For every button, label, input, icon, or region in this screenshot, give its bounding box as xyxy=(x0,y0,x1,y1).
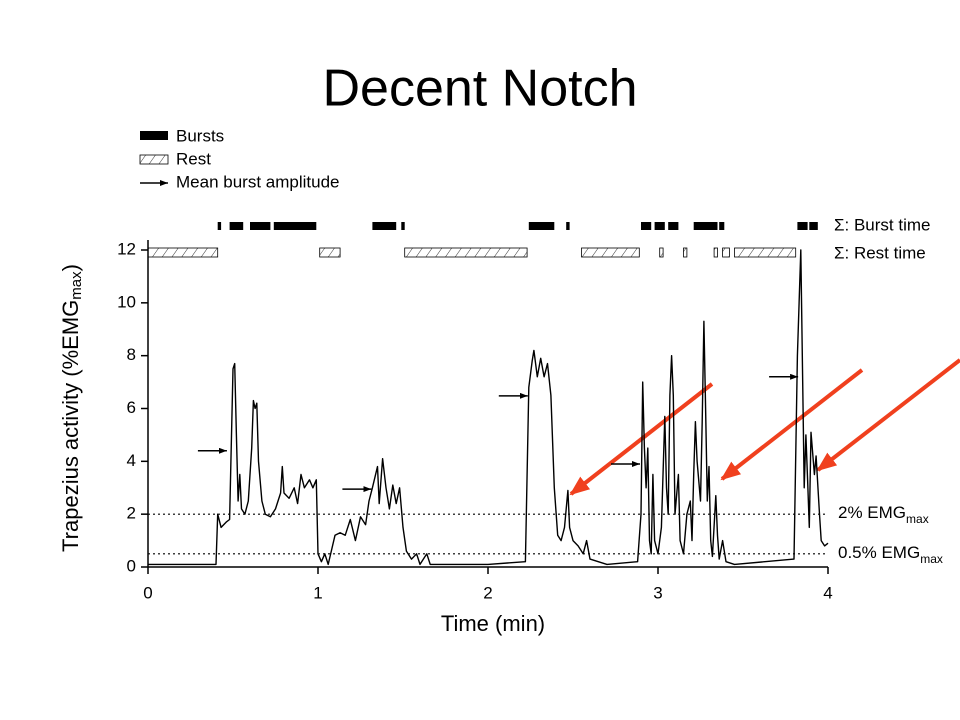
burst-bar xyxy=(273,222,317,230)
y-tick-label: 4 xyxy=(127,451,136,470)
burst-bar xyxy=(401,222,405,230)
burst-bar xyxy=(229,222,244,230)
rest-bar xyxy=(581,247,640,258)
emg-trace xyxy=(148,249,829,566)
rest-bar xyxy=(659,247,664,258)
annotation-arrow xyxy=(720,368,864,481)
y-tick-label: 10 xyxy=(117,292,136,311)
x-tick-label: 2 xyxy=(483,583,492,602)
rest-bar xyxy=(734,247,797,258)
y-label-end: ) xyxy=(58,264,83,271)
annotation-arrow xyxy=(816,358,960,472)
burst-bar xyxy=(566,222,570,230)
burst-bar xyxy=(372,222,397,230)
legend-label: Bursts xyxy=(176,126,224,145)
burst-bar xyxy=(641,222,652,230)
burst-bar xyxy=(654,222,665,230)
y-axis-label: Trapezius activity (%EMGmax) xyxy=(58,264,85,552)
threshold-sub: max xyxy=(906,512,929,526)
threshold-sub: max xyxy=(920,552,943,566)
threshold-text: 0.5% EMG xyxy=(838,543,920,562)
burst-bar xyxy=(250,222,271,230)
legend-swatch xyxy=(140,131,168,140)
burst-bar xyxy=(693,222,718,230)
x-tick-label: 0 xyxy=(143,583,152,602)
x-axis-label: Time (min) xyxy=(441,611,545,636)
x-tick-label: 4 xyxy=(823,583,832,602)
rest-label: Σ: Rest time xyxy=(834,243,926,262)
x-tick-label: 3 xyxy=(653,583,662,602)
burst-bar xyxy=(668,222,679,230)
x-tick-label: 1 xyxy=(313,583,322,602)
legend-label: Rest xyxy=(176,149,211,168)
y-tick-label: 8 xyxy=(127,345,136,364)
burst-bar xyxy=(217,222,222,230)
rest-bar xyxy=(147,247,219,258)
threshold-text: 2% EMG xyxy=(838,504,906,523)
y-tick-label: 2 xyxy=(127,504,136,523)
burst-bar xyxy=(797,222,808,230)
burst-bar xyxy=(809,222,818,230)
y-tick-label: 6 xyxy=(127,398,136,417)
rest-bar xyxy=(722,247,730,258)
y-tick-label: 12 xyxy=(117,239,136,258)
rest-bar xyxy=(404,247,528,258)
rest-bar xyxy=(319,247,341,258)
rest-bar xyxy=(683,247,688,258)
y-tick-label: 0 xyxy=(127,556,136,575)
legend-swatch xyxy=(139,154,169,165)
burst-label: Σ: Burst time xyxy=(834,215,930,234)
y-label-main: Trapezius activity (%EMG xyxy=(58,300,83,552)
rest-bar xyxy=(713,247,718,258)
burst-bar xyxy=(528,222,555,230)
legend-label: Mean burst amplitude xyxy=(176,172,339,191)
slide-title: Decent Notch xyxy=(322,60,637,118)
threshold-label: 2% EMGmax xyxy=(838,504,929,527)
threshold-label: 0.5% EMGmax xyxy=(838,543,943,566)
y-label-sub: max xyxy=(68,271,85,300)
burst-bar xyxy=(719,222,725,230)
